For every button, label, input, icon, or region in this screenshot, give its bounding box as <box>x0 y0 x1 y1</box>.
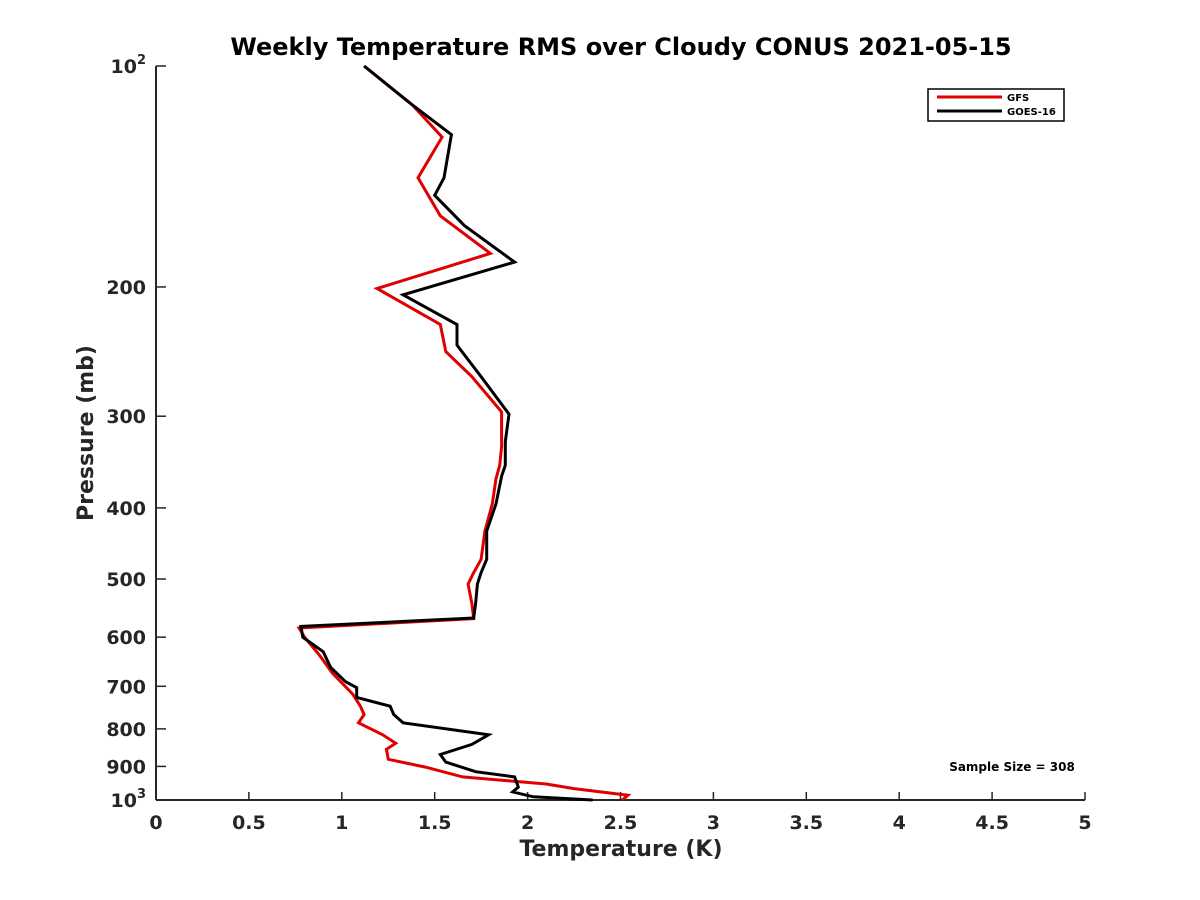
y-axis-label: Pressure (mb) <box>74 345 99 521</box>
y-axis-ticks: 102 200 300 400 500 600 700 800 900 103 <box>106 53 166 812</box>
x-tick-label: 2 <box>521 812 534 834</box>
y-tick-label: 900 <box>106 756 146 778</box>
y-tick-label: 400 <box>106 498 146 520</box>
x-tick-label: 3.5 <box>789 812 823 834</box>
legend: GFS GOES-16 <box>927 88 1065 122</box>
y-tick-label: 102 <box>111 53 147 78</box>
x-tick-label: 5 <box>1078 812 1091 834</box>
y-tick-label: 700 <box>106 676 146 698</box>
x-axis-label: Temperature (K) <box>519 837 722 862</box>
x-tick-label: 4.5 <box>975 812 1009 834</box>
legend-box <box>927 88 1065 122</box>
y-tick-label: 300 <box>106 406 146 428</box>
y-tick-label: 800 <box>106 719 146 741</box>
y-tick-label: 103 <box>111 787 147 812</box>
x-tick-label: 4 <box>893 812 906 834</box>
series-layer <box>296 64 632 802</box>
y-tick-label: 600 <box>106 627 146 649</box>
x-tick-label: 2.5 <box>604 812 638 834</box>
x-tick-label: 0 <box>149 812 162 834</box>
sample-size-annotation: Sample Size = 308 <box>949 760 1075 774</box>
series-line-gfs <box>296 64 632 802</box>
series-line-goes16 <box>299 64 593 802</box>
x-tick-label: 0.5 <box>232 812 266 834</box>
legend-label-goes16: GOES-16 <box>1007 107 1056 118</box>
y-tick-label: 500 <box>106 569 146 591</box>
legend-label-gfs: GFS <box>1007 93 1029 104</box>
x-tick-label: 1.5 <box>418 812 452 834</box>
x-axis-ticks: 0 0.5 1 1.5 2 2.5 3 3.5 4 4.5 5 <box>149 792 1092 834</box>
x-tick-label: 3 <box>707 812 720 834</box>
chart-title: Weekly Temperature RMS over Cloudy CONUS… <box>230 33 1011 61</box>
x-tick-label: 1 <box>335 812 348 834</box>
y-tick-label: 200 <box>106 277 146 299</box>
